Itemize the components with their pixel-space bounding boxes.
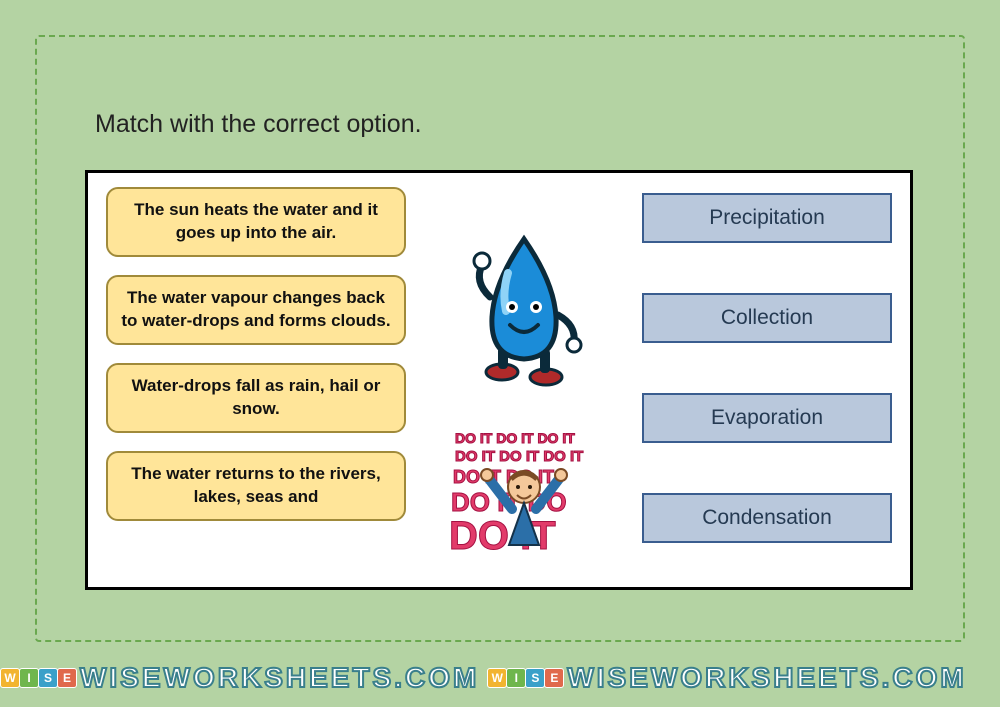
watermark-unit: W I S E WISEWORKSHEETS.COM bbox=[487, 662, 966, 694]
watermark-box: W bbox=[487, 668, 507, 688]
watermark-box: S bbox=[38, 668, 58, 688]
watermark-box: S bbox=[525, 668, 545, 688]
description-card[interactable]: The water returns to the rivers, lakes, … bbox=[106, 451, 406, 521]
description-card[interactable]: The water vapour changes back to water-d… bbox=[106, 275, 406, 345]
watermark-box: E bbox=[544, 668, 564, 688]
watermark-strip: W I S E WISEWORKSHEETS.COM W I S E WISEW… bbox=[0, 655, 1000, 701]
watermark-text: WISEWORKSHEETS.COM bbox=[80, 662, 479, 694]
water-drop-cartoon-icon bbox=[454, 227, 594, 387]
illustrations-column: DO IT DO IT DO IT DO IT DO IT DO IT DO I… bbox=[406, 187, 642, 573]
watermark-box: I bbox=[506, 668, 526, 688]
description-card[interactable]: The sun heats the water and it goes up i… bbox=[106, 187, 406, 257]
term-card[interactable]: Precipitation bbox=[642, 193, 892, 243]
watermark-box: E bbox=[57, 668, 77, 688]
matching-work-area: The sun heats the water and it goes up i… bbox=[85, 170, 913, 590]
svg-text:DO IT: DO IT bbox=[449, 514, 556, 558]
instruction-text: Match with the correct option. bbox=[95, 110, 422, 139]
watermark-unit: W I S E WISEWORKSHEETS.COM bbox=[0, 662, 479, 694]
term-card[interactable]: Collection bbox=[642, 293, 892, 343]
watermark-box: W bbox=[0, 668, 20, 688]
svg-text:DO IT DO IT DO IT: DO IT DO IT DO IT bbox=[455, 430, 575, 446]
svg-text:DO IT DO IT DO IT: DO IT DO IT DO IT bbox=[455, 448, 583, 465]
description-card[interactable]: Water-drops fall as rain, hail or snow. bbox=[106, 363, 406, 433]
watermark-box: I bbox=[19, 668, 39, 688]
watermark-text: WISEWORKSHEETS.COM bbox=[567, 662, 966, 694]
term-card[interactable]: Evaporation bbox=[642, 393, 892, 443]
term-card[interactable]: Condensation bbox=[642, 493, 892, 543]
terms-column: Precipitation Collection Evaporation Con… bbox=[642, 187, 892, 573]
descriptions-column: The sun heats the water and it goes up i… bbox=[106, 187, 406, 573]
do-it-cartoon-icon: DO IT DO IT DO IT DO IT DO IT DO IT DO I… bbox=[449, 425, 599, 565]
